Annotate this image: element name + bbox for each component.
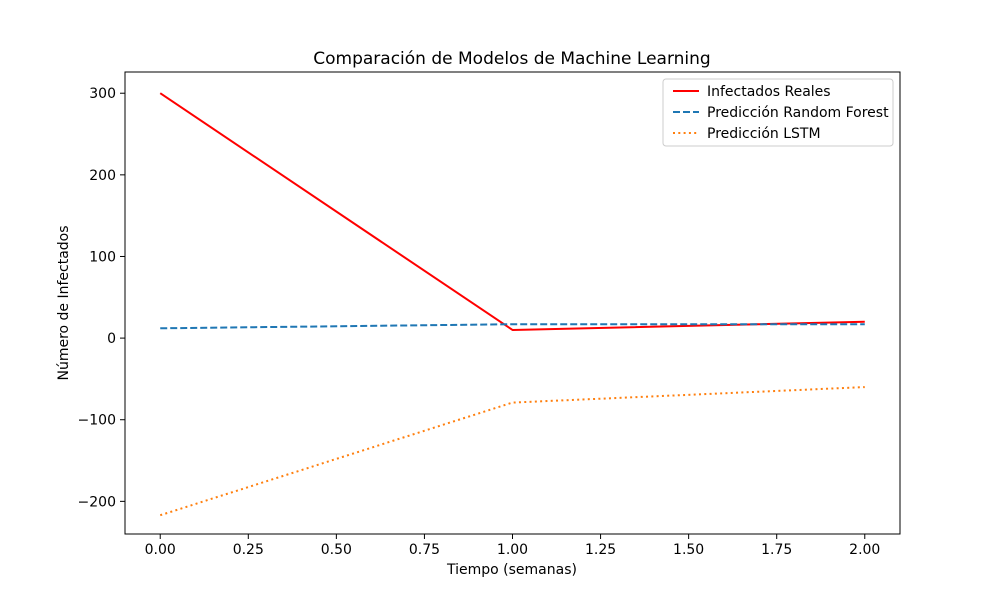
x-axis-label: Tiempo (semanas) <box>446 562 577 578</box>
legend-entry-2: Predicción Random Forest <box>707 105 889 121</box>
y-tick-label-1: −100 <box>78 413 116 429</box>
series-line-2 <box>160 323 865 330</box>
plot-area <box>159 92 865 517</box>
x-tick-label-7: 1.75 <box>761 542 792 558</box>
y-tick-label-3: 100 <box>89 249 116 265</box>
y-tick-label-4: 200 <box>89 168 116 184</box>
x-tick-label-5: 1.25 <box>585 542 616 558</box>
x-tick-label-2: 0.50 <box>321 542 352 558</box>
y-tick-label-2: 0 <box>107 331 116 347</box>
x-tick-label-8: 2.00 <box>849 542 880 558</box>
x-tick-label-4: 1.00 <box>497 542 528 558</box>
series-line-3 <box>159 386 865 517</box>
y-tick-label-0: −200 <box>78 494 116 510</box>
legend-entry-3: Predicción LSTM <box>707 126 821 142</box>
x-tick-label-1: 0.25 <box>233 542 264 558</box>
y-axis-label: Número de Infectados <box>56 225 72 380</box>
x-tick-label-0: 0.00 <box>145 542 176 558</box>
legend-box <box>662 78 894 147</box>
series-line-1 <box>159 92 865 331</box>
x-tick-label-3: 0.75 <box>409 542 440 558</box>
legend: Infectados Reales Predicción Random Fores… <box>662 78 894 147</box>
axes: 0.00 0.25 0.50 0.75 1.00 1.25 1.50 1.75 2.00 −200… <box>78 71 901 558</box>
x-tick-label-6: 1.50 <box>673 542 704 558</box>
chart-title: Comparación de Modelos de Machine Learni… <box>313 49 710 69</box>
legend-entry-1: Infectados Reales <box>707 84 831 100</box>
y-tick-label-5: 300 <box>89 86 116 102</box>
